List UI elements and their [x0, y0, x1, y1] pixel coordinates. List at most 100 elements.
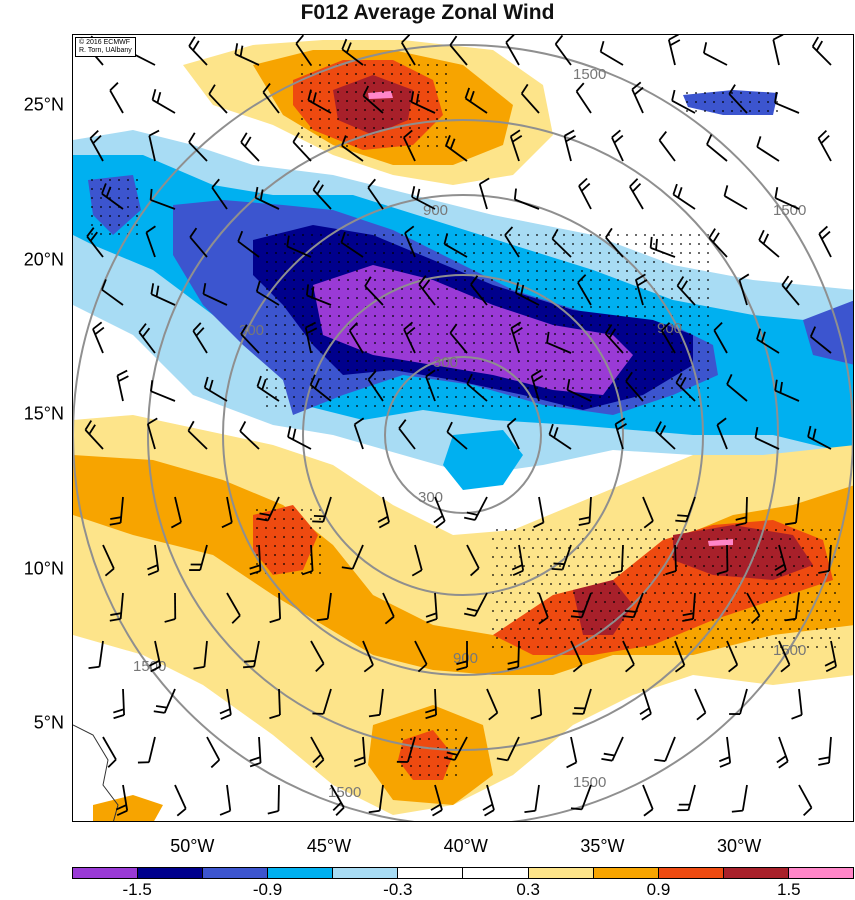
stipple-dot — [401, 729, 403, 731]
stipple-dot — [717, 538, 719, 540]
stipple-dot — [626, 324, 628, 326]
stipple-dot — [275, 288, 277, 290]
stipple-dot — [776, 101, 778, 103]
stipple-dot — [563, 342, 565, 344]
stipple-dot — [284, 387, 286, 389]
stipple-dot — [455, 738, 457, 740]
stipple-dot — [653, 243, 655, 245]
stipple-dot — [626, 315, 628, 317]
stipple-dot — [347, 369, 349, 371]
stipple-dot — [690, 646, 692, 648]
credit-box: © 2016 ECMWF R. Torn, UAlbany — [75, 37, 136, 57]
stipple-dot — [505, 619, 507, 621]
stipple-dot — [671, 369, 673, 371]
stipple-dot — [766, 547, 768, 549]
stipple-dot — [635, 405, 637, 407]
stipple-dot — [446, 270, 448, 272]
stipple-dot — [383, 297, 385, 299]
stipple-dot — [527, 360, 529, 362]
stipple-dot — [383, 333, 385, 335]
wind-barb — [189, 544, 208, 571]
stipple-dot — [586, 565, 588, 567]
stipple-dot — [266, 279, 268, 281]
stipple-dot — [617, 279, 619, 281]
stipple-dot — [635, 396, 637, 398]
wind-barb — [341, 38, 364, 66]
stipple-dot — [680, 351, 682, 353]
stipple-dot — [807, 556, 809, 558]
stipple-dot — [707, 243, 709, 245]
stipple-dot — [437, 387, 439, 389]
stipple-dot — [383, 378, 385, 380]
stipple-dot — [310, 73, 312, 75]
ring-label-1500-east: 1500 — [773, 202, 806, 219]
wind-barb — [570, 640, 583, 673]
stipple-dot — [391, 73, 393, 75]
stipple-dot — [455, 342, 457, 344]
stipple-dot — [707, 324, 709, 326]
stipple-dot — [311, 342, 313, 344]
wind-barb — [507, 640, 520, 671]
stipple-dot — [266, 333, 268, 335]
stipple-dot — [680, 252, 682, 254]
stipple-dot — [464, 405, 466, 407]
stipple-dot — [514, 601, 516, 603]
stipple-dot — [446, 333, 448, 335]
stipple-dot — [573, 556, 575, 558]
stipple-dot — [617, 333, 619, 335]
stipple-dot — [410, 333, 412, 335]
stipple-dot — [604, 619, 606, 621]
wind-barb — [403, 129, 416, 162]
stipple-dot — [613, 547, 615, 549]
stipple-dot — [608, 315, 610, 317]
stipple-dot — [419, 756, 421, 758]
stipple-dot — [635, 261, 637, 263]
stipple-dot — [829, 583, 831, 585]
stipple-dot — [699, 610, 701, 612]
stipple-dot — [798, 646, 800, 648]
stipple-dot — [274, 536, 276, 538]
stipple-dot — [617, 270, 619, 272]
stipple-dot — [373, 109, 375, 111]
stipple-dot — [491, 261, 493, 263]
stipple-dot — [545, 369, 547, 371]
stipple-dot — [355, 73, 357, 75]
stipple-dot — [446, 315, 448, 317]
stipple-dot — [401, 279, 403, 281]
stipple-dot — [554, 288, 556, 290]
stipple-dot — [829, 601, 831, 603]
stipple-dot — [392, 396, 394, 398]
wind-barb — [774, 544, 787, 577]
stipple-dot — [680, 396, 682, 398]
stipple-dot — [626, 270, 628, 272]
stipple-dot — [427, 127, 429, 129]
stipple-dot — [527, 378, 529, 380]
stipple-dot — [527, 324, 529, 326]
wind-barb — [255, 280, 280, 306]
stipple-dot — [319, 118, 321, 120]
stipple-dot — [626, 279, 628, 281]
stipple-dot — [789, 628, 791, 630]
stipple-dot — [663, 646, 665, 648]
stipple-dot — [654, 556, 656, 558]
stipple-dot — [536, 243, 538, 245]
stipple-dot — [577, 565, 579, 567]
stipple-dot — [766, 529, 768, 531]
stipple-dot — [550, 583, 552, 585]
wind-barb — [676, 276, 696, 306]
stipple-dot — [698, 315, 700, 317]
wind-barb — [221, 496, 233, 529]
stipple-dot — [292, 536, 294, 538]
map-panel[interactable]: 300 300 300 900 900 900 1500 1500 1500 1… — [72, 34, 854, 822]
wind-barb — [665, 544, 677, 576]
stipple-dot — [382, 109, 384, 111]
stipple-dot — [740, 92, 742, 94]
stipple-dot — [699, 574, 701, 576]
stipple-dot — [600, 592, 602, 594]
stipple-dot — [811, 547, 813, 549]
stipple-dot — [400, 118, 402, 120]
stipple-dot — [319, 518, 321, 520]
stipple-dot — [667, 529, 669, 531]
stipple-dot — [91, 224, 93, 226]
stipple-dot — [636, 592, 638, 594]
